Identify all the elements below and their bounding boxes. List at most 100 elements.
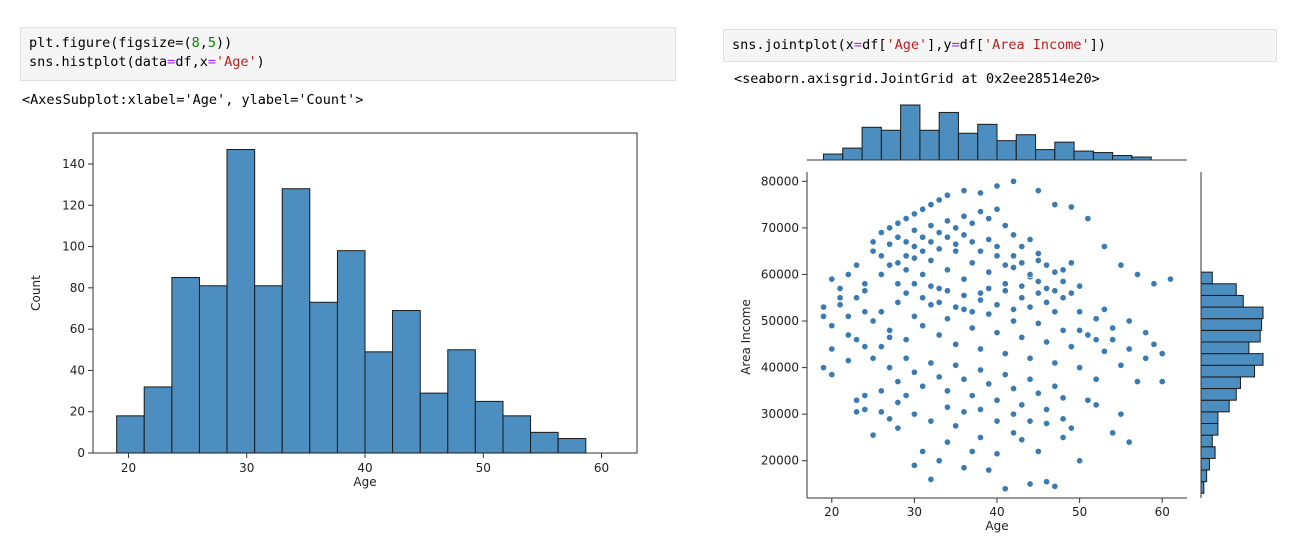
- scatter-point: [1076, 282, 1084, 290]
- x-tick-label: 20: [824, 505, 839, 519]
- scatter-point: [910, 368, 918, 376]
- scatter-point: [1084, 215, 1092, 223]
- histogram-bar: [474, 400, 504, 454]
- code-cell-jointplot[interactable]: sns.jointplot(x=df['Age'],y=df['Area Inc…: [723, 29, 1277, 62]
- scatter-point: [1034, 277, 1042, 285]
- histogram-bar: [309, 301, 338, 454]
- code-token: 8: [191, 35, 200, 51]
- code-token: df,x: [175, 54, 208, 70]
- scatter-point: [886, 326, 894, 334]
- scatter-point: [960, 275, 968, 283]
- y-tick-label: 20000: [761, 454, 799, 468]
- scatter-point: [902, 238, 910, 246]
- marginal-y-bar: [1200, 329, 1261, 343]
- scatter-point: [1001, 485, 1009, 493]
- marginal-y-bar: [1200, 294, 1244, 308]
- scatter-point: [976, 289, 985, 297]
- scatter-point: [960, 375, 968, 383]
- scatter-point: [960, 231, 968, 239]
- scatter-point: [1043, 338, 1051, 346]
- marginal-x-bar: [919, 129, 940, 161]
- scatter-point: [910, 461, 918, 469]
- scatter-point: [1009, 305, 1018, 313]
- scatter-point: [993, 242, 1001, 251]
- y-tick-label: 120: [62, 198, 85, 212]
- code-token: =: [853, 37, 863, 53]
- scatter-point: [1026, 303, 1034, 311]
- scatter-point: [1001, 222, 1009, 230]
- marginal-y-bar: [1200, 446, 1216, 459]
- y-tick-label: 40000: [761, 361, 799, 375]
- scatter-point: [943, 438, 951, 446]
- histogram-bar: [281, 188, 311, 454]
- marginal-x-bar: [1015, 134, 1037, 161]
- scatter-point: [1001, 350, 1009, 358]
- scatter-point: [869, 317, 877, 325]
- scatter-point: [1009, 429, 1018, 437]
- scatter-point: [1043, 261, 1051, 269]
- code-cell-histplot[interactable]: plt.figure(figsize=(8,5)) sns.histplot(d…: [20, 27, 676, 81]
- cell-output-text: <seaborn.axisgrid.JointGrid at 0x2ee2851…: [734, 71, 1100, 87]
- scatter-point: [910, 312, 918, 320]
- marginal-y-bar: [1200, 306, 1264, 320]
- scatter-point: [1059, 326, 1067, 334]
- scatter-point: [886, 364, 894, 372]
- marginal-x-bar: [900, 104, 921, 161]
- scatter-point: [836, 284, 844, 292]
- scatter-point: [993, 396, 1001, 404]
- x-tick-label: 40: [989, 505, 1004, 519]
- marginal-x-bar: [1092, 152, 1114, 161]
- scatter-point: [935, 284, 943, 292]
- code-token: 'Area Income': [984, 37, 1090, 53]
- scatter-point: [877, 252, 885, 260]
- scatter-point: [1117, 361, 1125, 369]
- marginal-y-bar: [1200, 422, 1219, 436]
- scatter-point: [993, 205, 1001, 213]
- y-tick-label: 20: [70, 405, 85, 419]
- scatter-point: [919, 247, 927, 255]
- scatter-point: [943, 387, 951, 395]
- scatter-point: [1001, 371, 1009, 379]
- scatter-point: [919, 322, 927, 330]
- scatter-point: [968, 219, 976, 227]
- scatter-point: [894, 259, 902, 267]
- scatter-point: [886, 333, 894, 341]
- marginal-y-bar: [1200, 341, 1250, 355]
- scatter-point: [828, 345, 836, 353]
- scatter-point: [927, 417, 935, 425]
- scatter-point: [943, 217, 951, 225]
- scatter-point: [1034, 389, 1042, 397]
- scatter-point: [1009, 410, 1018, 418]
- scatter-point: [1009, 385, 1018, 393]
- scatter-point: [1133, 270, 1141, 279]
- scatter-point: [993, 182, 1001, 190]
- scatter-point: [1059, 266, 1067, 274]
- scatter-point: [919, 233, 927, 241]
- scatter-point: [910, 226, 918, 234]
- scatter-point: [894, 233, 902, 241]
- scatter-point: [1018, 333, 1026, 341]
- marginal-y-bar: [1200, 411, 1219, 424]
- marginal-x-bar: [861, 126, 882, 161]
- scatter-point: [1051, 359, 1059, 367]
- scatter-point: [943, 315, 951, 323]
- scatter-point: [952, 224, 960, 232]
- scatter-point: [1009, 231, 1018, 239]
- marginal-y-bar: [1200, 283, 1237, 296]
- scatter-point: [960, 464, 968, 472]
- scatter-point: [935, 196, 943, 204]
- scatter-point: [927, 282, 935, 290]
- scatter-point: [877, 387, 885, 395]
- code-token: df[: [862, 37, 887, 53]
- scatter-point: [877, 270, 885, 279]
- scatter-point: [1076, 364, 1084, 372]
- scatter-point: [1009, 263, 1018, 272]
- scatter-point: [836, 294, 844, 302]
- scatter-point: [910, 280, 918, 288]
- scatter-point: [1117, 410, 1125, 418]
- scatter-point: [976, 433, 985, 442]
- y-tick-label: 40: [70, 363, 85, 377]
- scatter-point: [869, 238, 877, 246]
- scatter-point: [1018, 294, 1026, 302]
- scatter-point: [943, 191, 951, 199]
